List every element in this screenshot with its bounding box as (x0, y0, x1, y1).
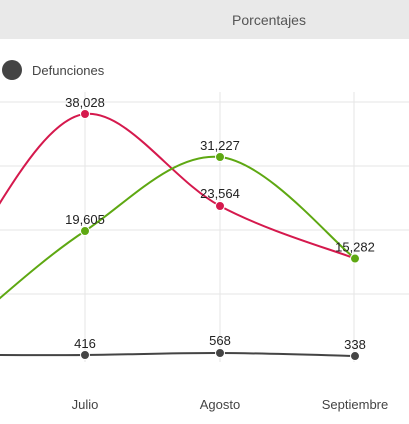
data-label: 568 (209, 333, 231, 348)
tab-porcentajes[interactable]: Porcentajes (232, 11, 306, 28)
series-line (0, 112, 356, 260)
x-tick-label: Septiembre (322, 397, 388, 412)
data-label: 38,028 (65, 95, 105, 110)
data-point[interactable] (215, 348, 225, 358)
data-label: 416 (74, 336, 96, 351)
data-point[interactable] (350, 351, 360, 362)
data-point[interactable] (215, 152, 225, 162)
tab-bar: Porcentajes (0, 0, 409, 39)
data-label: 15,282 (335, 240, 375, 255)
data-point[interactable] (80, 109, 90, 119)
series-line (0, 155, 356, 300)
x-tick-label: Agosto (200, 397, 240, 412)
data-label: 338 (344, 337, 366, 352)
data-label: 19,605 (65, 212, 105, 227)
x-tick-label: Julio (72, 397, 99, 412)
legend-marker-defunciones (2, 60, 22, 80)
data-point[interactable] (215, 201, 225, 211)
legend-label-defunciones: Defunciones (32, 62, 105, 78)
data-label: 31,227 (200, 138, 240, 153)
data-label: 23,564 (200, 186, 240, 201)
chart-legend[interactable]: Defunciones (0, 58, 104, 82)
data-point[interactable] (80, 226, 90, 236)
series-line (0, 351, 356, 358)
data-point[interactable] (80, 350, 90, 360)
data-point[interactable] (350, 253, 360, 264)
